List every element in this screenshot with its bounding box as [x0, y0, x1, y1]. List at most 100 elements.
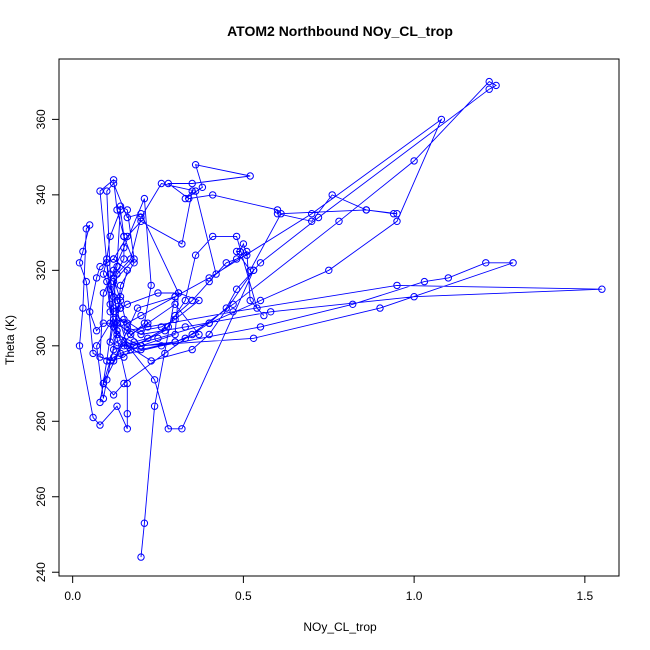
data-point: [188, 296, 196, 305]
y-axis: 240 260 280 300 320 340 360: [34, 109, 60, 582]
data-point: [171, 338, 179, 346]
data-point: [123, 327, 132, 335]
data-point: [123, 342, 132, 350]
data-point: [113, 206, 121, 214]
data-point: [137, 210, 145, 218]
data-point: [420, 277, 429, 286]
data-point: [509, 259, 517, 267]
data-point: [140, 519, 149, 527]
data-point: [325, 266, 333, 274]
data-point: [181, 334, 190, 342]
y-axis-label: Theta (K): [3, 315, 17, 365]
data-point: [246, 296, 254, 305]
data-point: [243, 251, 251, 259]
data-point: [89, 413, 97, 422]
data-point: [89, 349, 97, 358]
data-point: [137, 311, 145, 320]
data-point: [236, 247, 244, 256]
x-tick-label: 0.5: [235, 589, 252, 603]
data-point: [109, 353, 118, 361]
data-point: [123, 410, 132, 418]
data-point: [92, 274, 101, 282]
data-point: [222, 304, 231, 312]
data-point: [82, 225, 91, 233]
y-tick-label: 280: [34, 411, 48, 431]
data-point: [137, 330, 145, 339]
data-point: [137, 217, 145, 226]
data-point: [267, 308, 275, 316]
data-point: [123, 319, 132, 327]
data-point: [191, 161, 200, 169]
data-point: [154, 334, 162, 342]
data-point: [308, 210, 316, 218]
data-point: [209, 232, 217, 241]
data-point: [99, 270, 108, 278]
y-tick-label: 340: [34, 185, 48, 205]
data-point: [116, 206, 125, 214]
data-point: [335, 217, 343, 226]
data-point: [120, 255, 128, 263]
data-point: [137, 345, 145, 354]
data-point: [147, 281, 155, 290]
data-point: [191, 187, 200, 195]
data-point: [109, 176, 118, 184]
data-point: [123, 379, 132, 388]
series-line: [79, 81, 602, 558]
data-point: [92, 342, 101, 350]
data-point: [260, 311, 268, 320]
data-point: [99, 289, 108, 297]
data-point: [157, 342, 166, 350]
data-point: [75, 259, 84, 267]
data-point: [598, 285, 606, 293]
data-point: [185, 194, 193, 203]
data-point: [444, 274, 452, 282]
data-point: [106, 232, 114, 241]
data-point: [198, 183, 207, 192]
data-point: [123, 266, 132, 274]
data-point: [229, 300, 237, 308]
data-point: [113, 334, 121, 342]
data-point: [144, 334, 152, 342]
data-point: [106, 285, 114, 293]
data-point: [144, 319, 152, 327]
data-point: [75, 342, 84, 350]
x-axis-label: NOy_CL_trop: [303, 620, 377, 634]
data-point: [485, 77, 493, 86]
data-point: [157, 179, 166, 188]
data-point: [178, 425, 186, 433]
data-point: [113, 319, 121, 327]
data-point: [222, 259, 231, 267]
data-point: [171, 311, 179, 320]
data-point: [232, 285, 241, 293]
data-point: [181, 323, 190, 331]
data-point: [229, 308, 237, 316]
data-point: [376, 304, 384, 312]
data-point: [171, 315, 179, 324]
data-point: [123, 425, 132, 433]
data-point: [113, 296, 121, 305]
data-point: [191, 251, 200, 259]
data-point: [103, 255, 111, 263]
data-point: [246, 266, 254, 274]
data-point: [154, 289, 162, 297]
data-point: [249, 266, 258, 274]
data-point: [164, 425, 173, 433]
data-point: [232, 247, 241, 256]
data-point: [349, 300, 357, 308]
data-point: [103, 357, 111, 365]
series-layer: [75, 77, 606, 561]
data-point: [256, 323, 265, 331]
data-point: [171, 300, 179, 308]
y-tick-label: 240: [34, 562, 48, 582]
data-point: [109, 179, 118, 188]
data-point: [273, 210, 282, 218]
data-point: [277, 210, 285, 218]
data-point: [393, 217, 401, 226]
data-point: [246, 172, 254, 180]
data-point: [123, 300, 132, 308]
data-point: [82, 277, 91, 286]
data-point: [144, 323, 152, 331]
data-point: [171, 330, 179, 339]
data-point: [178, 240, 186, 248]
data-point: [393, 210, 401, 218]
